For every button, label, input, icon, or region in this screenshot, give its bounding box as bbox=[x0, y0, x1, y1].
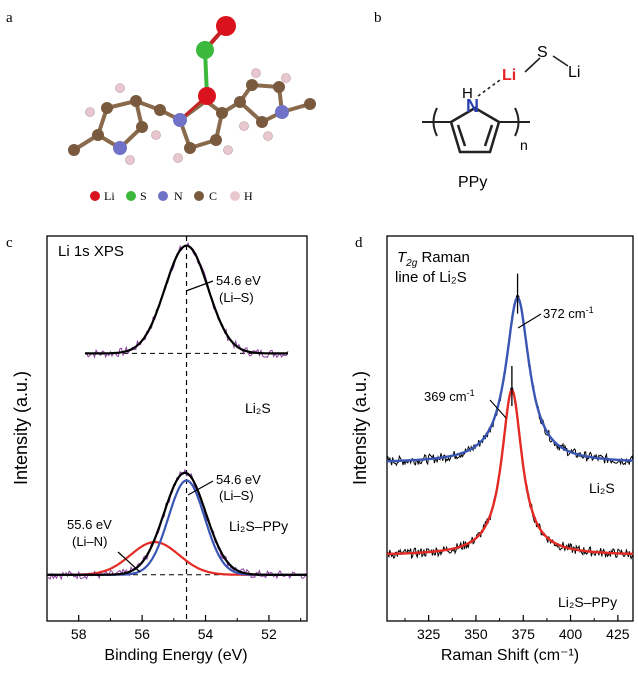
raman-fit-li2s-ppy bbox=[386, 388, 634, 556]
raman-series-label-li2s-ppy: Li₂S–PPy bbox=[558, 594, 617, 610]
xps-xtick-label: 58 bbox=[71, 626, 87, 642]
raman-xtick-label: 375 bbox=[512, 626, 536, 642]
legend-c-dot bbox=[194, 191, 204, 201]
raman-xtick-label: 425 bbox=[606, 626, 630, 642]
xps-guides bbox=[52, 236, 302, 621]
raman-xtick-label: 350 bbox=[464, 626, 488, 642]
raman-title-line2: line of Li₂S bbox=[395, 269, 467, 286]
raman-ylabel: Intensity (a.u.) bbox=[350, 371, 370, 485]
xps-xtick-label: 54 bbox=[198, 626, 214, 642]
legend-s-label: S bbox=[140, 189, 147, 203]
xps-annot-top-energy: 54.6 eV bbox=[216, 273, 261, 288]
raman-series bbox=[386, 273, 634, 560]
xps-series bbox=[46, 241, 308, 581]
raman-annot-372-text: 372 cm bbox=[543, 306, 586, 321]
xps-annot-arrow-bottom bbox=[187, 480, 214, 496]
raman-annot-372-sup: -1 bbox=[586, 305, 594, 315]
panel-letter-a: a bbox=[6, 10, 13, 26]
xps-ylabel: Intensity (a.u.) bbox=[11, 371, 31, 485]
molecule-legend: Li S N C H bbox=[90, 189, 253, 203]
molecule-model bbox=[68, 16, 316, 165]
xps-series-label-li2s: Li₂S bbox=[245, 400, 271, 416]
xps-chart: 58 56 54 52 Li 1s XPS Binding Energy (eV) I… bbox=[11, 235, 308, 664]
raman-annot-369-text: 369 cm bbox=[424, 389, 467, 404]
legend-s-dot bbox=[126, 191, 136, 201]
raman-series-label-li2s: Li₂S bbox=[589, 480, 615, 496]
legend-li-dot bbox=[90, 191, 100, 201]
xps-annot-bottom-bond: (Li–S) bbox=[219, 488, 254, 503]
raman-plot-frame bbox=[386, 235, 634, 622]
raman-raw-li2s bbox=[386, 295, 634, 467]
raman-title-sub: 2g bbox=[405, 258, 418, 269]
xps-xlabel: Binding Energy (eV) bbox=[104, 647, 247, 664]
xps-annot-top-bond: (Li–S) bbox=[219, 290, 254, 305]
struct-li2-label: Li bbox=[568, 64, 580, 81]
raman-annot-369-sup: -1 bbox=[467, 388, 475, 398]
legend-h-label: H bbox=[244, 189, 253, 203]
xps-plot-frame bbox=[46, 235, 308, 622]
legend-c-label: C bbox=[209, 189, 217, 203]
xps-fit-li2s-ppy bbox=[47, 471, 307, 576]
struct-s-label: S bbox=[537, 44, 548, 61]
xps-xtick-label: 52 bbox=[261, 626, 277, 642]
raman-title-italic: T bbox=[397, 249, 408, 266]
raman-annot-372: 372 cm-1 bbox=[543, 305, 594, 321]
xps-series-label-li2s-ppy: Li₂S–PPy bbox=[229, 518, 288, 534]
raman-raw-li2s-ppy bbox=[386, 387, 634, 560]
xps-fit-li2s bbox=[85, 244, 288, 355]
legend-h-dot bbox=[230, 191, 240, 201]
xps-annot-arrow-top bbox=[185, 280, 214, 292]
legend-n-dot bbox=[158, 191, 168, 201]
xps-title: Li 1s XPS bbox=[58, 243, 124, 260]
struct-name: PPy bbox=[458, 174, 487, 191]
panel-letter-b: b bbox=[374, 10, 382, 26]
xps-ticks: 58 56 54 52 bbox=[71, 615, 302, 642]
legend-li-label: Li bbox=[104, 189, 115, 203]
raman-xtick-label: 325 bbox=[417, 626, 441, 642]
struct-n-subscript: n bbox=[520, 137, 528, 153]
panel-letter-d: d bbox=[355, 235, 363, 251]
raman-fit-li2s bbox=[387, 296, 634, 463]
raman-xtick-label: 400 bbox=[559, 626, 583, 642]
raman-xlabel: Raman Shift (cm⁻¹) bbox=[441, 647, 579, 664]
panel-letter-c: c bbox=[6, 235, 13, 251]
raman-annot-369: 369 cm-1 bbox=[424, 388, 475, 404]
ppy-structure: H N Li S Li n PPy bbox=[422, 44, 580, 191]
xps-annot-bottom-energy: 54.6 eV bbox=[216, 472, 261, 487]
legend-n-label: N bbox=[174, 189, 183, 203]
xps-annot-lin-bond: (Li–N) bbox=[72, 534, 107, 549]
xps-annot-arrow-lin bbox=[117, 551, 141, 573]
struct-n-label: N bbox=[466, 96, 479, 116]
xps-annot-lin-energy: 55.6 eV bbox=[67, 517, 112, 532]
raman-annot-arrow-372 bbox=[517, 313, 542, 329]
raman-chart: 325 350 375 400 425 T2g Raman line of Li₂S R… bbox=[350, 235, 634, 664]
raman-title: T2g Raman bbox=[397, 249, 470, 269]
raman-title-rest: Raman bbox=[417, 249, 470, 266]
struct-h-label: H bbox=[462, 85, 473, 102]
raman-annot-arrow-369 bbox=[489, 399, 507, 419]
struct-li-label: Li bbox=[502, 67, 516, 84]
xps-xtick-label: 56 bbox=[134, 626, 150, 642]
raman-ticks: 325 350 375 400 425 bbox=[404, 615, 630, 642]
